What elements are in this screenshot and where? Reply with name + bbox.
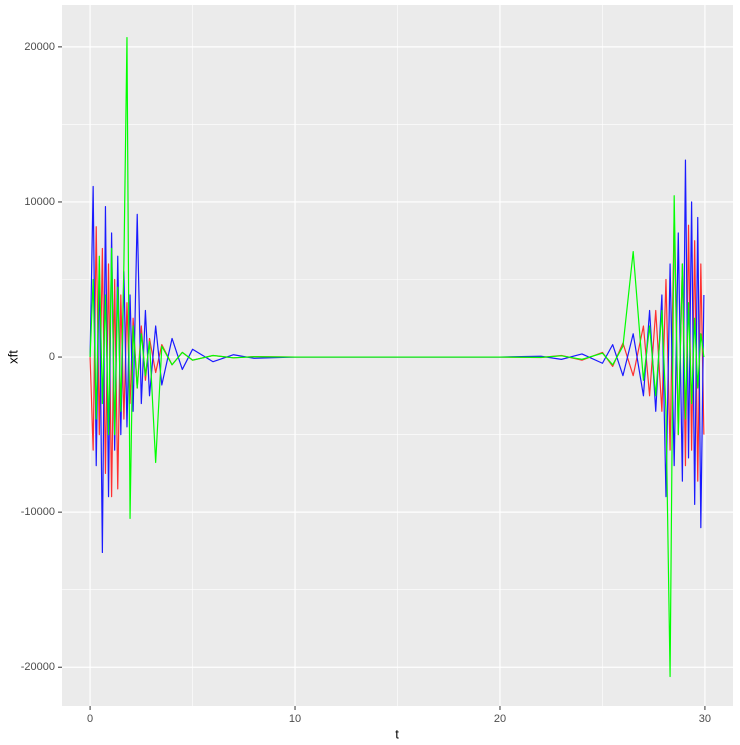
- y-tick-label: -10000: [21, 506, 55, 518]
- y-tick-label: 10000: [24, 196, 55, 208]
- y-tick-label: 0: [49, 351, 55, 363]
- x-tick-label: 30: [699, 713, 711, 725]
- x-tick-label: 0: [87, 713, 93, 725]
- x-tick-label: 20: [494, 713, 506, 725]
- y-tick-label: 20000: [24, 41, 55, 53]
- x-tick-label: 10: [289, 713, 301, 725]
- y-axis-label: xft: [5, 350, 20, 364]
- y-tick-label: -20000: [21, 661, 55, 673]
- series-line: [89, 36, 705, 678]
- x-axis-label: t: [395, 726, 399, 741]
